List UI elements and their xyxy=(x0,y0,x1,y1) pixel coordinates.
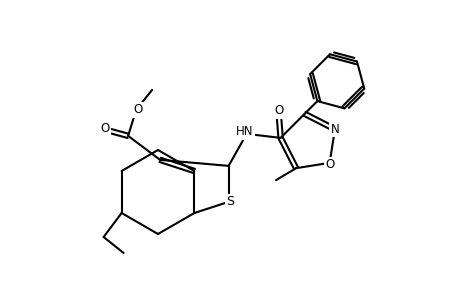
Text: O: O xyxy=(101,122,110,135)
Text: N: N xyxy=(330,123,339,136)
Text: S: S xyxy=(226,195,234,208)
Text: O: O xyxy=(274,104,283,117)
Text: HN: HN xyxy=(235,125,253,138)
Text: O: O xyxy=(325,158,334,171)
Text: O: O xyxy=(133,103,142,116)
